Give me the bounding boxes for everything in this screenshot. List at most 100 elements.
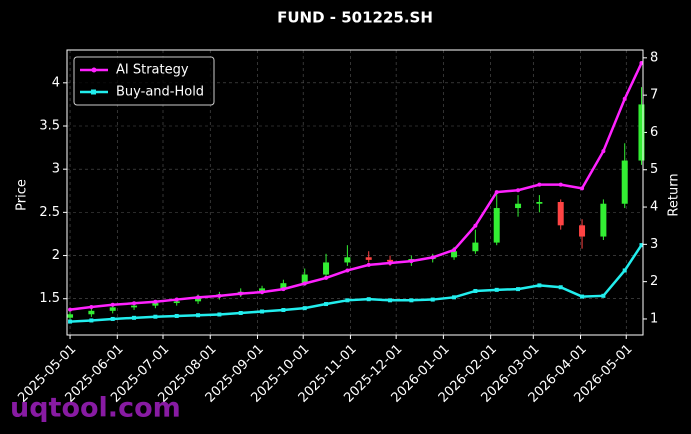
- chart-title: FUND - 501225.SH: [277, 9, 433, 27]
- line-marker: [68, 307, 73, 312]
- candle-body: [301, 274, 308, 284]
- candle-body: [621, 160, 628, 204]
- line-marker: [302, 281, 307, 286]
- candle-body: [152, 303, 159, 306]
- line-marker: [601, 293, 606, 298]
- line-marker: [324, 302, 329, 307]
- line-marker: [366, 262, 371, 267]
- line-marker: [110, 316, 115, 321]
- line-marker: [281, 287, 286, 292]
- line-marker: [132, 301, 137, 306]
- y2-tick-label: 3: [650, 237, 658, 252]
- line-marker: [89, 318, 94, 323]
- line-marker: [153, 314, 158, 319]
- y-tick-label: 2: [52, 248, 60, 263]
- line-marker: [132, 315, 137, 320]
- line-series: [69, 62, 643, 311]
- candle-body: [515, 203, 522, 209]
- line-marker: [324, 275, 329, 280]
- y2-tick-label: 1: [650, 311, 658, 326]
- line-marker: [622, 268, 627, 273]
- line-marker: [494, 190, 499, 195]
- line-marker: [580, 294, 585, 299]
- y-tick-label: 3.5: [39, 119, 60, 134]
- y2-tick-label: 8: [650, 50, 658, 65]
- line-marker: [238, 291, 243, 296]
- line-marker: [89, 305, 94, 310]
- line-marker: [639, 243, 644, 248]
- candle-body: [579, 225, 586, 237]
- line-marker: [153, 299, 158, 304]
- y2-tick-label: 6: [650, 125, 658, 140]
- line-marker: [452, 247, 457, 252]
- y-tick-label: 1.5: [39, 291, 60, 306]
- line-marker: [260, 290, 265, 295]
- candle-body: [173, 301, 180, 304]
- candle-body: [131, 305, 138, 308]
- line-marker: [430, 255, 435, 260]
- line-marker: [537, 182, 542, 187]
- plot-frame: [66, 49, 644, 336]
- line-marker: [68, 319, 73, 324]
- candle-body: [365, 257, 372, 260]
- y2-tick-label: 2: [650, 274, 658, 289]
- candle-body: [259, 288, 266, 292]
- line-marker: [345, 298, 350, 303]
- y-tick-label: 2.5: [39, 205, 60, 220]
- candle-body: [472, 242, 479, 252]
- legend-label: AI Strategy: [116, 63, 189, 78]
- candle-body: [344, 257, 351, 263]
- line-marker: [388, 261, 393, 266]
- line-marker: [516, 188, 521, 193]
- candle-body: [600, 203, 607, 237]
- candle-body: [387, 259, 394, 262]
- y2-tick-label: 4: [650, 200, 658, 215]
- line-marker: [601, 149, 606, 154]
- line-marker: [388, 298, 393, 303]
- candle-body: [638, 104, 645, 161]
- line-marker: [196, 295, 201, 300]
- candle-body: [557, 202, 564, 226]
- candle-body: [109, 307, 116, 311]
- line-marker: [558, 182, 563, 187]
- line-marker: [217, 312, 222, 317]
- line-marker: [260, 309, 265, 314]
- line-marker: [516, 287, 521, 292]
- line-marker: [494, 287, 499, 292]
- line-marker: [281, 308, 286, 313]
- line-marker: [174, 313, 179, 318]
- line-marker: [558, 285, 563, 290]
- candle-body: [536, 202, 543, 204]
- legend-marker: [91, 89, 96, 95]
- candle-body: [67, 314, 74, 318]
- line-marker: [110, 302, 115, 307]
- line-marker: [452, 295, 457, 300]
- line-series: [69, 244, 643, 323]
- legend-marker: [91, 67, 97, 73]
- line-marker: [473, 223, 478, 228]
- line-marker: [302, 306, 307, 311]
- line-marker: [430, 297, 435, 302]
- legend-label: Buy-and-Hold: [116, 85, 204, 100]
- y2-tick-label: 7: [650, 88, 658, 103]
- y-axis-label: Price: [15, 179, 30, 211]
- watermark: uqtool.com: [10, 393, 181, 424]
- candle-body: [323, 262, 330, 275]
- line-marker: [345, 268, 350, 273]
- legend-box: [73, 56, 215, 106]
- line-marker: [174, 297, 179, 302]
- line-marker: [409, 298, 414, 303]
- line-marker: [639, 61, 644, 66]
- candle-body: [451, 251, 458, 258]
- line-marker: [473, 288, 478, 293]
- line-marker: [622, 96, 627, 101]
- line-marker: [196, 313, 201, 318]
- line-marker: [366, 297, 371, 302]
- line-marker: [238, 310, 243, 315]
- candle-body: [280, 283, 287, 289]
- line-marker: [580, 186, 585, 191]
- line-marker: [537, 283, 542, 288]
- candle-body: [88, 310, 95, 315]
- line-marker: [217, 293, 222, 298]
- y-tick-label: 3: [52, 162, 60, 177]
